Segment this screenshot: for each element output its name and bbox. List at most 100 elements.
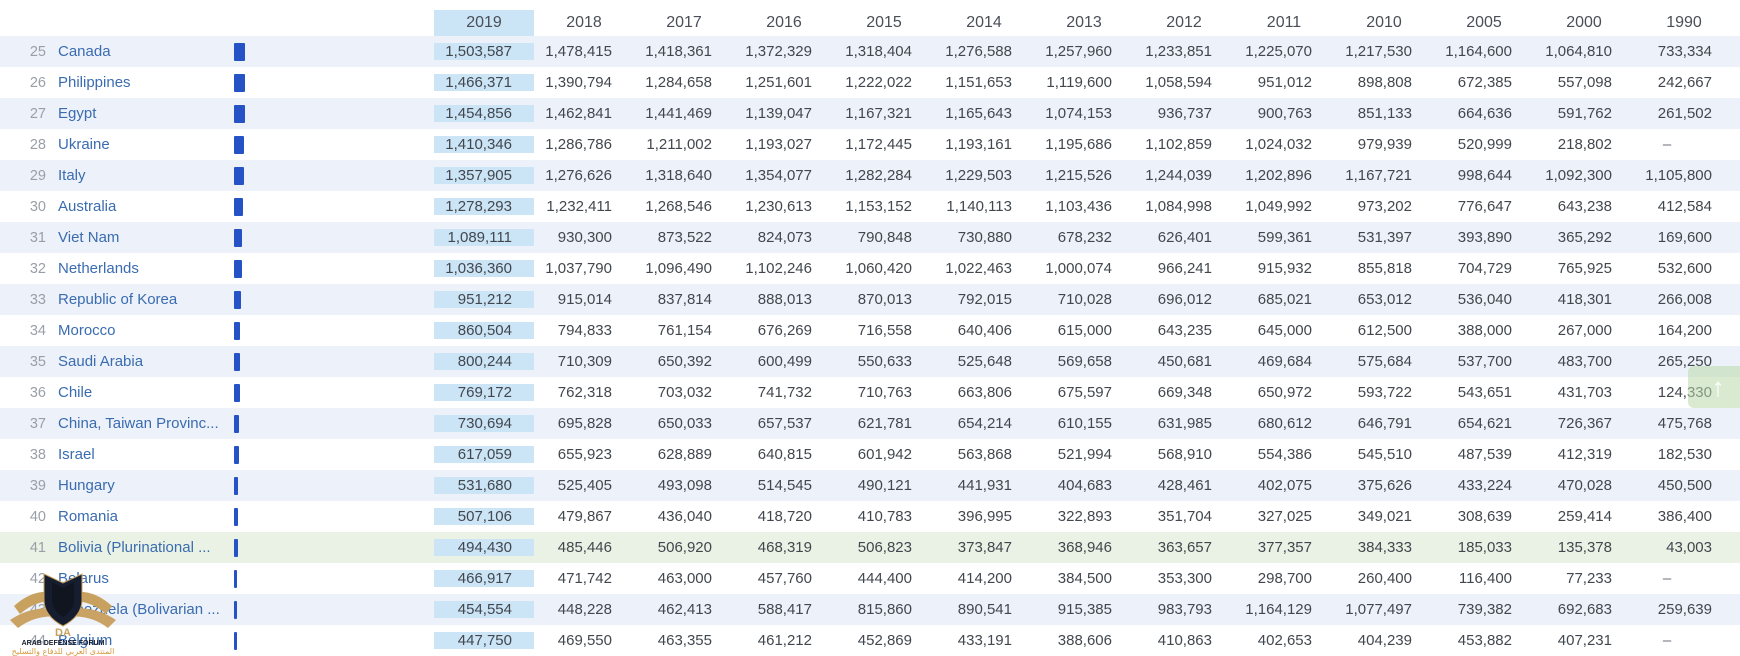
country-link[interactable]: Hungary [58, 477, 115, 494]
value-cell: 469,550 [557, 632, 612, 649]
value-cell: 521,994 [1057, 446, 1112, 463]
value-cell: 506,920 [657, 539, 712, 556]
value-cell: 452,869 [857, 632, 912, 649]
table-row: 31 Viet Nam 1,089,111 930,300 873,522 824,073… [0, 222, 1740, 253]
value-cell: 1,410,346 [434, 136, 534, 153]
value-cell: 599,361 [1257, 229, 1312, 246]
value-cell: 1,225,070 [1245, 43, 1312, 60]
value-cell: 650,972 [1257, 384, 1312, 401]
year-column-header[interactable]: 2016 [766, 14, 802, 31]
value-cell: 537,700 [1457, 353, 1512, 370]
country-link[interactable]: Morocco [58, 322, 116, 339]
value-cell: 973,202 [1357, 198, 1412, 215]
scroll-to-top-button[interactable]: ↑ [1688, 366, 1740, 408]
value-cell: 377,357 [1257, 539, 1312, 556]
value-cell: 626,401 [1157, 229, 1212, 246]
value-cell: 266,008 [1657, 291, 1712, 308]
value-cell: 470,028 [1557, 477, 1612, 494]
country-link[interactable]: Canada [58, 43, 111, 60]
year-column-header[interactable]: 2000 [1566, 14, 1602, 31]
value-cell: 1,119,600 [1046, 74, 1112, 91]
country-link[interactable]: Italy [58, 167, 86, 184]
value-cell: 696,012 [1157, 291, 1212, 308]
value-bar-cell [234, 160, 434, 191]
year-column-header[interactable]: 2012 [1166, 14, 1202, 31]
value-cell: 412,319 [1557, 446, 1612, 463]
value-cell: 506,823 [857, 539, 912, 556]
value-cell: 621,781 [857, 415, 912, 432]
country-link[interactable]: Venezuela (Bolivarian ... [58, 601, 220, 618]
country-link[interactable]: Republic of Korea [58, 291, 178, 308]
country-link[interactable]: Philippines [58, 74, 131, 91]
row-rank: 43 [29, 601, 46, 618]
country-link[interactable]: China, Taiwan Provinc... [58, 415, 219, 432]
value-cell: 1,318,404 [845, 43, 912, 60]
year-column-header[interactable]: 1990 [1666, 14, 1702, 31]
country-link[interactable]: Bolivia (Plurinational ... [58, 539, 211, 556]
row-rank: 40 [29, 508, 46, 525]
value-cell: 601,942 [857, 446, 912, 463]
value-cell: 531,397 [1357, 229, 1412, 246]
row-rank: 27 [29, 105, 46, 122]
country-link[interactable]: Romania [58, 508, 119, 525]
value-cell: 930,300 [557, 229, 612, 246]
value-cell: 1,193,027 [745, 136, 812, 153]
country-link[interactable]: Ukraine [58, 136, 110, 153]
year-column-header[interactable]: 2010 [1366, 14, 1402, 31]
value-bar-cell [234, 470, 434, 501]
value-cell: 1,454,856 [434, 105, 534, 122]
value-cell: 433,191 [957, 632, 1012, 649]
value-cell: 979,939 [1357, 136, 1412, 153]
value-cell: 643,238 [1557, 198, 1612, 215]
year-column-header[interactable]: 2014 [966, 14, 1002, 31]
value-cell: 1,024,032 [1245, 136, 1312, 153]
value-cell: 915,385 [1057, 601, 1112, 618]
value-cell: 1,215,526 [1045, 167, 1112, 184]
value-cell: 1,105,800 [1645, 167, 1712, 184]
year-column-header[interactable]: 2019 [434, 0, 534, 36]
value-bar [234, 228, 242, 247]
value-bar-cell [234, 253, 434, 284]
country-link[interactable]: Israel [58, 446, 95, 463]
row-rank: 34 [29, 322, 46, 339]
value-cell: 1,372,329 [745, 43, 812, 60]
value-cell: 676,269 [757, 322, 812, 339]
value-cell: 646,791 [1357, 415, 1412, 432]
country-link[interactable]: Saudi Arabia [58, 353, 144, 370]
value-cell: 612,500 [1357, 322, 1412, 339]
year-column-header[interactable]: 2017 [666, 14, 702, 31]
value-cell: 1,058,594 [1145, 74, 1212, 91]
value-cell: 1,232,411 [546, 198, 612, 215]
value-cell: 1,167,321 [845, 105, 912, 122]
value-cell: 1,096,490 [645, 260, 712, 277]
year-column-header[interactable]: 2005 [1466, 14, 1502, 31]
country-link[interactable]: Belgium [58, 632, 113, 649]
row-rank: 32 [29, 260, 46, 277]
year-column-header[interactable]: 2015 [866, 14, 902, 31]
value-cell: 568,910 [1157, 446, 1212, 463]
value-cell: 1,195,686 [1045, 136, 1112, 153]
value-cell: 468,319 [757, 539, 812, 556]
country-link[interactable]: Belarus [58, 570, 109, 587]
country-link[interactable]: Netherlands [58, 260, 139, 277]
value-cell: 363,657 [1157, 539, 1212, 556]
value-cell: 790,848 [857, 229, 912, 246]
year-column-header[interactable]: 2018 [566, 14, 602, 31]
country-link[interactable]: Australia [58, 198, 117, 215]
value-cell: 1,462,841 [545, 105, 612, 122]
value-cell: 888,013 [757, 291, 812, 308]
country-link[interactable]: Chile [58, 384, 93, 401]
country-link[interactable]: Egypt [58, 105, 97, 122]
value-cell: 404,239 [1357, 632, 1412, 649]
value-cell: 164,200 [1657, 322, 1712, 339]
value-cell: 483,700 [1557, 353, 1612, 370]
year-column-header[interactable]: 2013 [1066, 14, 1102, 31]
table-row: 29 Italy 1,357,905 1,276,626 1,318,640 1,354,… [0, 160, 1740, 191]
value-cell: 1,193,161 [945, 136, 1012, 153]
value-bar-cell [234, 563, 434, 594]
row-rank: 42 [29, 570, 46, 587]
country-link[interactable]: Viet Nam [58, 229, 120, 246]
year-column-header[interactable]: 2011 [1266, 14, 1302, 31]
value-bar-cell [234, 625, 434, 656]
value-cell: 824,073 [757, 229, 812, 246]
